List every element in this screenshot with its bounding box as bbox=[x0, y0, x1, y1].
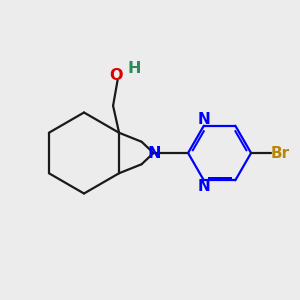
Text: N: N bbox=[197, 112, 210, 127]
Text: H: H bbox=[127, 61, 141, 76]
Text: N: N bbox=[197, 179, 210, 194]
Text: O: O bbox=[109, 68, 123, 83]
Text: Br: Br bbox=[271, 146, 290, 160]
Text: N: N bbox=[147, 146, 161, 160]
